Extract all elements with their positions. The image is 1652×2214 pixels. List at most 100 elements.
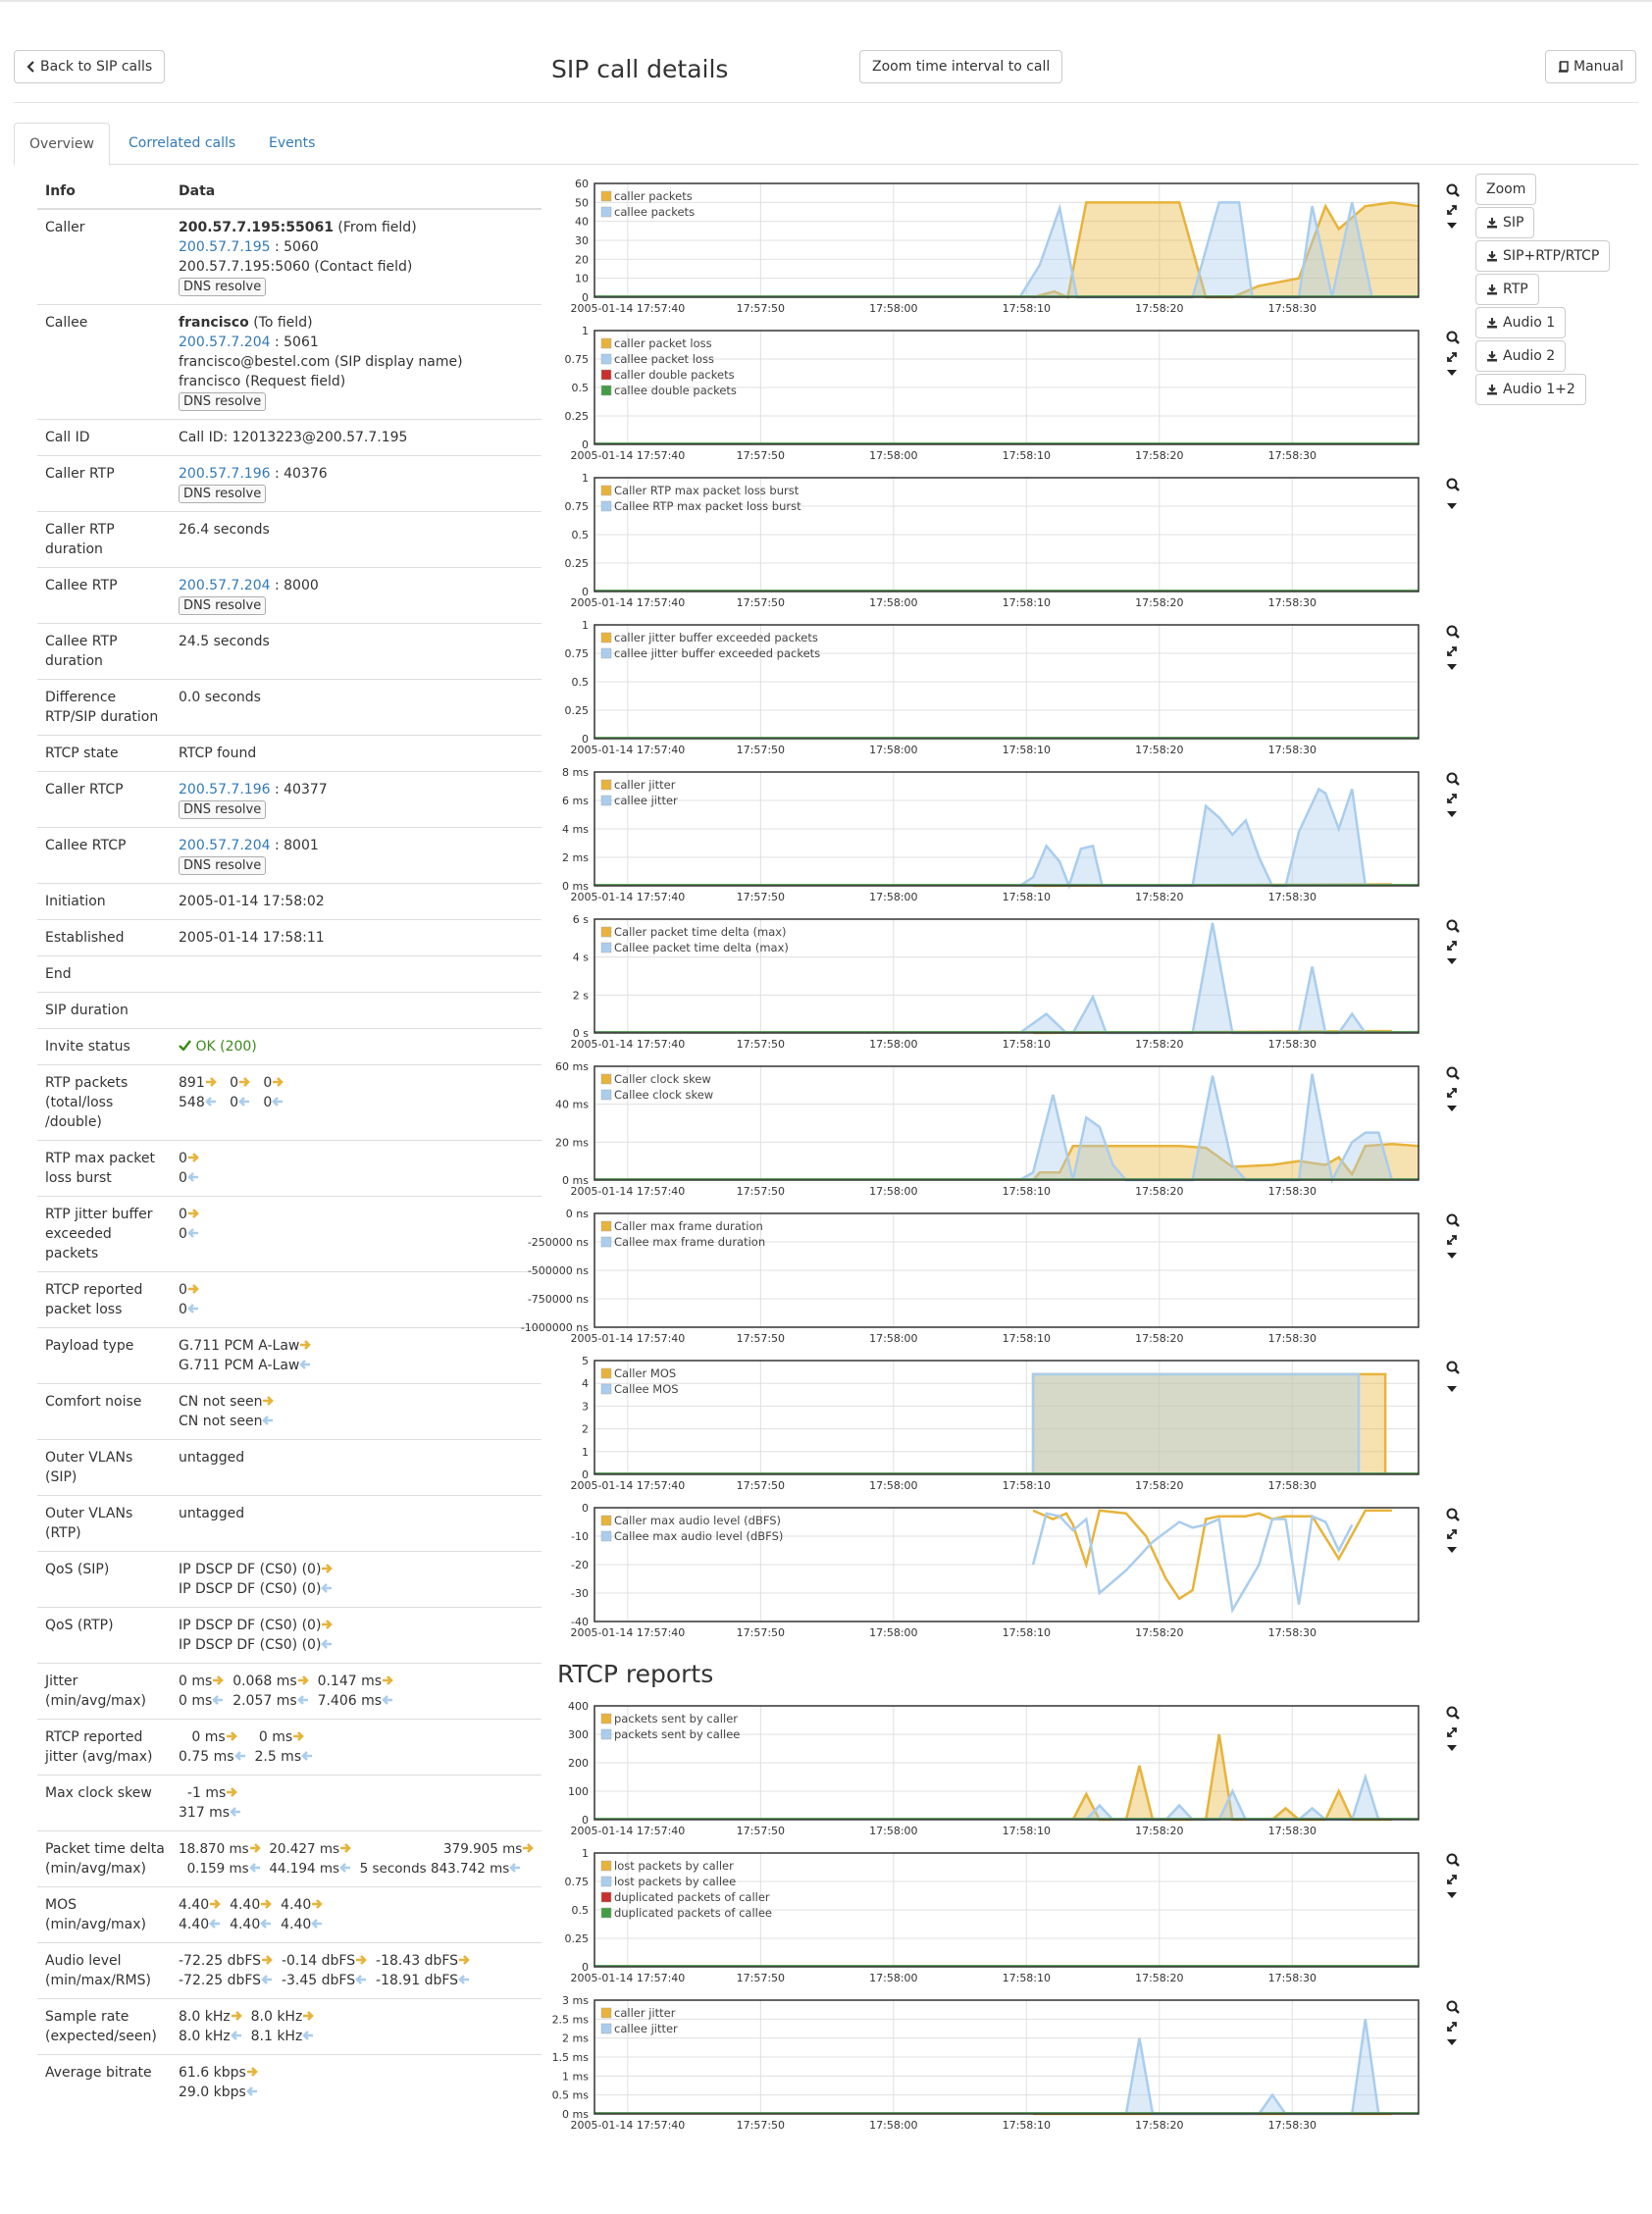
manual-button[interactable]: Manual [1545, 50, 1636, 83]
zoom-button[interactable]: Zoom [1475, 174, 1537, 205]
audio-1-button[interactable]: Audio 1 [1475, 307, 1567, 338]
chart-tools [1446, 1213, 1460, 1259]
value: 7.406 ms [317, 1693, 383, 1709]
y-tick-label: 0.25 [565, 410, 590, 423]
zoom-icon[interactable] [1446, 1706, 1460, 1720]
audio-2-button[interactable]: Audio 2 [1475, 340, 1567, 372]
zoom-icon[interactable] [1446, 919, 1460, 933]
x-tick-label: 17:57:50 [737, 1185, 785, 1198]
zoom-icon[interactable] [1446, 625, 1460, 639]
x-tick-label: 17:57:50 [737, 1825, 785, 1837]
value: 0 [230, 1095, 239, 1110]
zoom-icon[interactable] [1446, 331, 1460, 344]
tab-events[interactable]: Events [269, 135, 316, 151]
row-value: 200.57.7.196 : 40377 DNS resolve [173, 780, 542, 819]
x-tick-label: 2005-01-14 17:57:40 [570, 891, 685, 903]
y-tick-label: 0 s [573, 1027, 589, 1040]
invite-status-value: OK (200) [195, 1039, 257, 1055]
ip-link[interactable]: 200.57.7.196 [179, 782, 271, 798]
dropdown-caret-icon[interactable] [1447, 370, 1457, 376]
ip-link[interactable]: 200.57.7.204 [179, 838, 271, 853]
zoom-icon[interactable] [1446, 772, 1460, 786]
ip-link[interactable]: 200.57.7.196 [179, 466, 271, 482]
zoom-icon[interactable] [1446, 1361, 1460, 1374]
row-label: RTCP reported packet loss [45, 1282, 143, 1317]
x-tick-label: 17:58:00 [869, 449, 917, 462]
zoom-icon[interactable] [1446, 1066, 1460, 1080]
dropdown-caret-icon[interactable] [1447, 503, 1457, 509]
dropdown-caret-icon[interactable] [1447, 2039, 1457, 2045]
collapse-icon[interactable] [1447, 1875, 1457, 1884]
sip-rtp-rtcp-button[interactable]: SIP+RTP/RTCP [1475, 240, 1611, 272]
chart-10: 0 100 200 300 400 2005-01-14 17:57:40 17:57:50… [568, 1700, 1460, 1837]
tab-correlated-calls[interactable]: Correlated calls [129, 135, 236, 151]
collapse-icon[interactable] [1447, 2022, 1457, 2032]
dns-resolve-button[interactable]: DNS resolve [179, 800, 267, 819]
dropdown-caret-icon[interactable] [1447, 1547, 1457, 1553]
caller-from: 200.57.7.195:55061 [179, 220, 334, 235]
collapse-icon[interactable] [1447, 1235, 1457, 1245]
dns-resolve-button[interactable]: DNS resolve [179, 278, 267, 296]
dropdown-caret-icon[interactable] [1447, 223, 1457, 229]
ip-link[interactable]: 200.57.7.204 [179, 578, 271, 593]
dns-resolve-button[interactable]: DNS resolve [179, 596, 267, 615]
caller-arrow-icon [226, 1728, 237, 1741]
collapse-icon[interactable] [1447, 646, 1457, 656]
chart-3: 0 0.25 0.5 0.75 1 2005-01-14 17:57:40 17:57:50… [565, 619, 1460, 756]
zoom-icon[interactable] [1446, 1508, 1460, 1521]
value: IP DSCP DF (CS0) (0) [179, 1581, 322, 1597]
dropdown-caret-icon[interactable] [1447, 1106, 1457, 1111]
caller-ip-link[interactable]: 200.57.7.195 [179, 239, 271, 255]
value: -1 ms [186, 1785, 227, 1801]
row-value: untagged [179, 1450, 245, 1466]
legend-label: Callee RTP max packet loss burst [614, 499, 801, 513]
dropdown-caret-icon[interactable] [1447, 958, 1457, 964]
dropdown-caret-icon[interactable] [1447, 1745, 1457, 1751]
callee-ip-link[interactable]: 200.57.7.204 [179, 335, 271, 350]
dropdown-caret-icon[interactable] [1447, 664, 1457, 670]
x-tick-label: 17:58:00 [869, 1185, 917, 1198]
chart-8: 0 1 2 3 4 5 2005-01-14 17:57:40 17:57:50 17:58:0… [570, 1355, 1460, 1492]
dns-resolve-button[interactable]: DNS resolve [179, 392, 267, 411]
x-tick-label: 17:58:30 [1268, 1626, 1316, 1639]
audio-1-2-button[interactable]: Audio 1+2 [1475, 374, 1586, 405]
zoom-call-button[interactable]: Zoom time interval to call [859, 50, 1063, 83]
value: -72.25 dbFS [179, 1953, 262, 1969]
collapse-icon[interactable] [1447, 1529, 1457, 1539]
y-tick-label: 5 [582, 1355, 589, 1367]
zoom-icon[interactable] [1446, 2000, 1460, 2014]
series-area [1033, 1373, 1386, 1474]
dropdown-caret-icon[interactable] [1447, 811, 1457, 817]
row-label: Caller RTP [45, 466, 115, 482]
collapse-icon[interactable] [1447, 205, 1457, 215]
collapse-icon[interactable] [1447, 1727, 1457, 1737]
row-label: RTP jitter buffer exceeded packets [45, 1207, 153, 1261]
zoom-icon[interactable] [1446, 1853, 1460, 1867]
collapse-icon[interactable] [1447, 352, 1457, 362]
caller-arrow-icon [311, 1896, 324, 1909]
rtp-button[interactable]: RTP [1475, 274, 1539, 305]
zoom-icon[interactable] [1446, 478, 1460, 491]
collapse-icon[interactable] [1447, 1088, 1457, 1098]
page-title: SIP call details [551, 55, 729, 83]
dropdown-caret-icon[interactable] [1447, 1892, 1457, 1898]
zoom-icon[interactable] [1446, 183, 1460, 197]
download-icon [1487, 284, 1497, 295]
back-button[interactable]: Back to SIP calls [14, 50, 166, 83]
value: 4.40 [179, 1917, 210, 1932]
legend-swatch [600, 2007, 612, 2019]
dns-resolve-button[interactable]: DNS resolve [179, 485, 267, 503]
tab-overview[interactable]: Overview [14, 123, 110, 166]
dropdown-caret-icon[interactable] [1447, 1253, 1457, 1259]
legend-swatch [600, 926, 612, 938]
dns-resolve-button[interactable]: DNS resolve [179, 856, 267, 875]
legend-swatch [600, 1907, 612, 1919]
legend-label: callee double packets [614, 384, 737, 397]
plot-frame [594, 477, 1420, 592]
sip-button[interactable]: SIP [1475, 207, 1535, 238]
collapse-icon[interactable] [1447, 941, 1457, 951]
zoom-icon[interactable] [1446, 1213, 1460, 1227]
collapse-icon[interactable] [1447, 794, 1457, 803]
x-tick-label: 2005-01-14 17:57:40 [570, 596, 685, 609]
dropdown-caret-icon[interactable] [1447, 1386, 1457, 1392]
